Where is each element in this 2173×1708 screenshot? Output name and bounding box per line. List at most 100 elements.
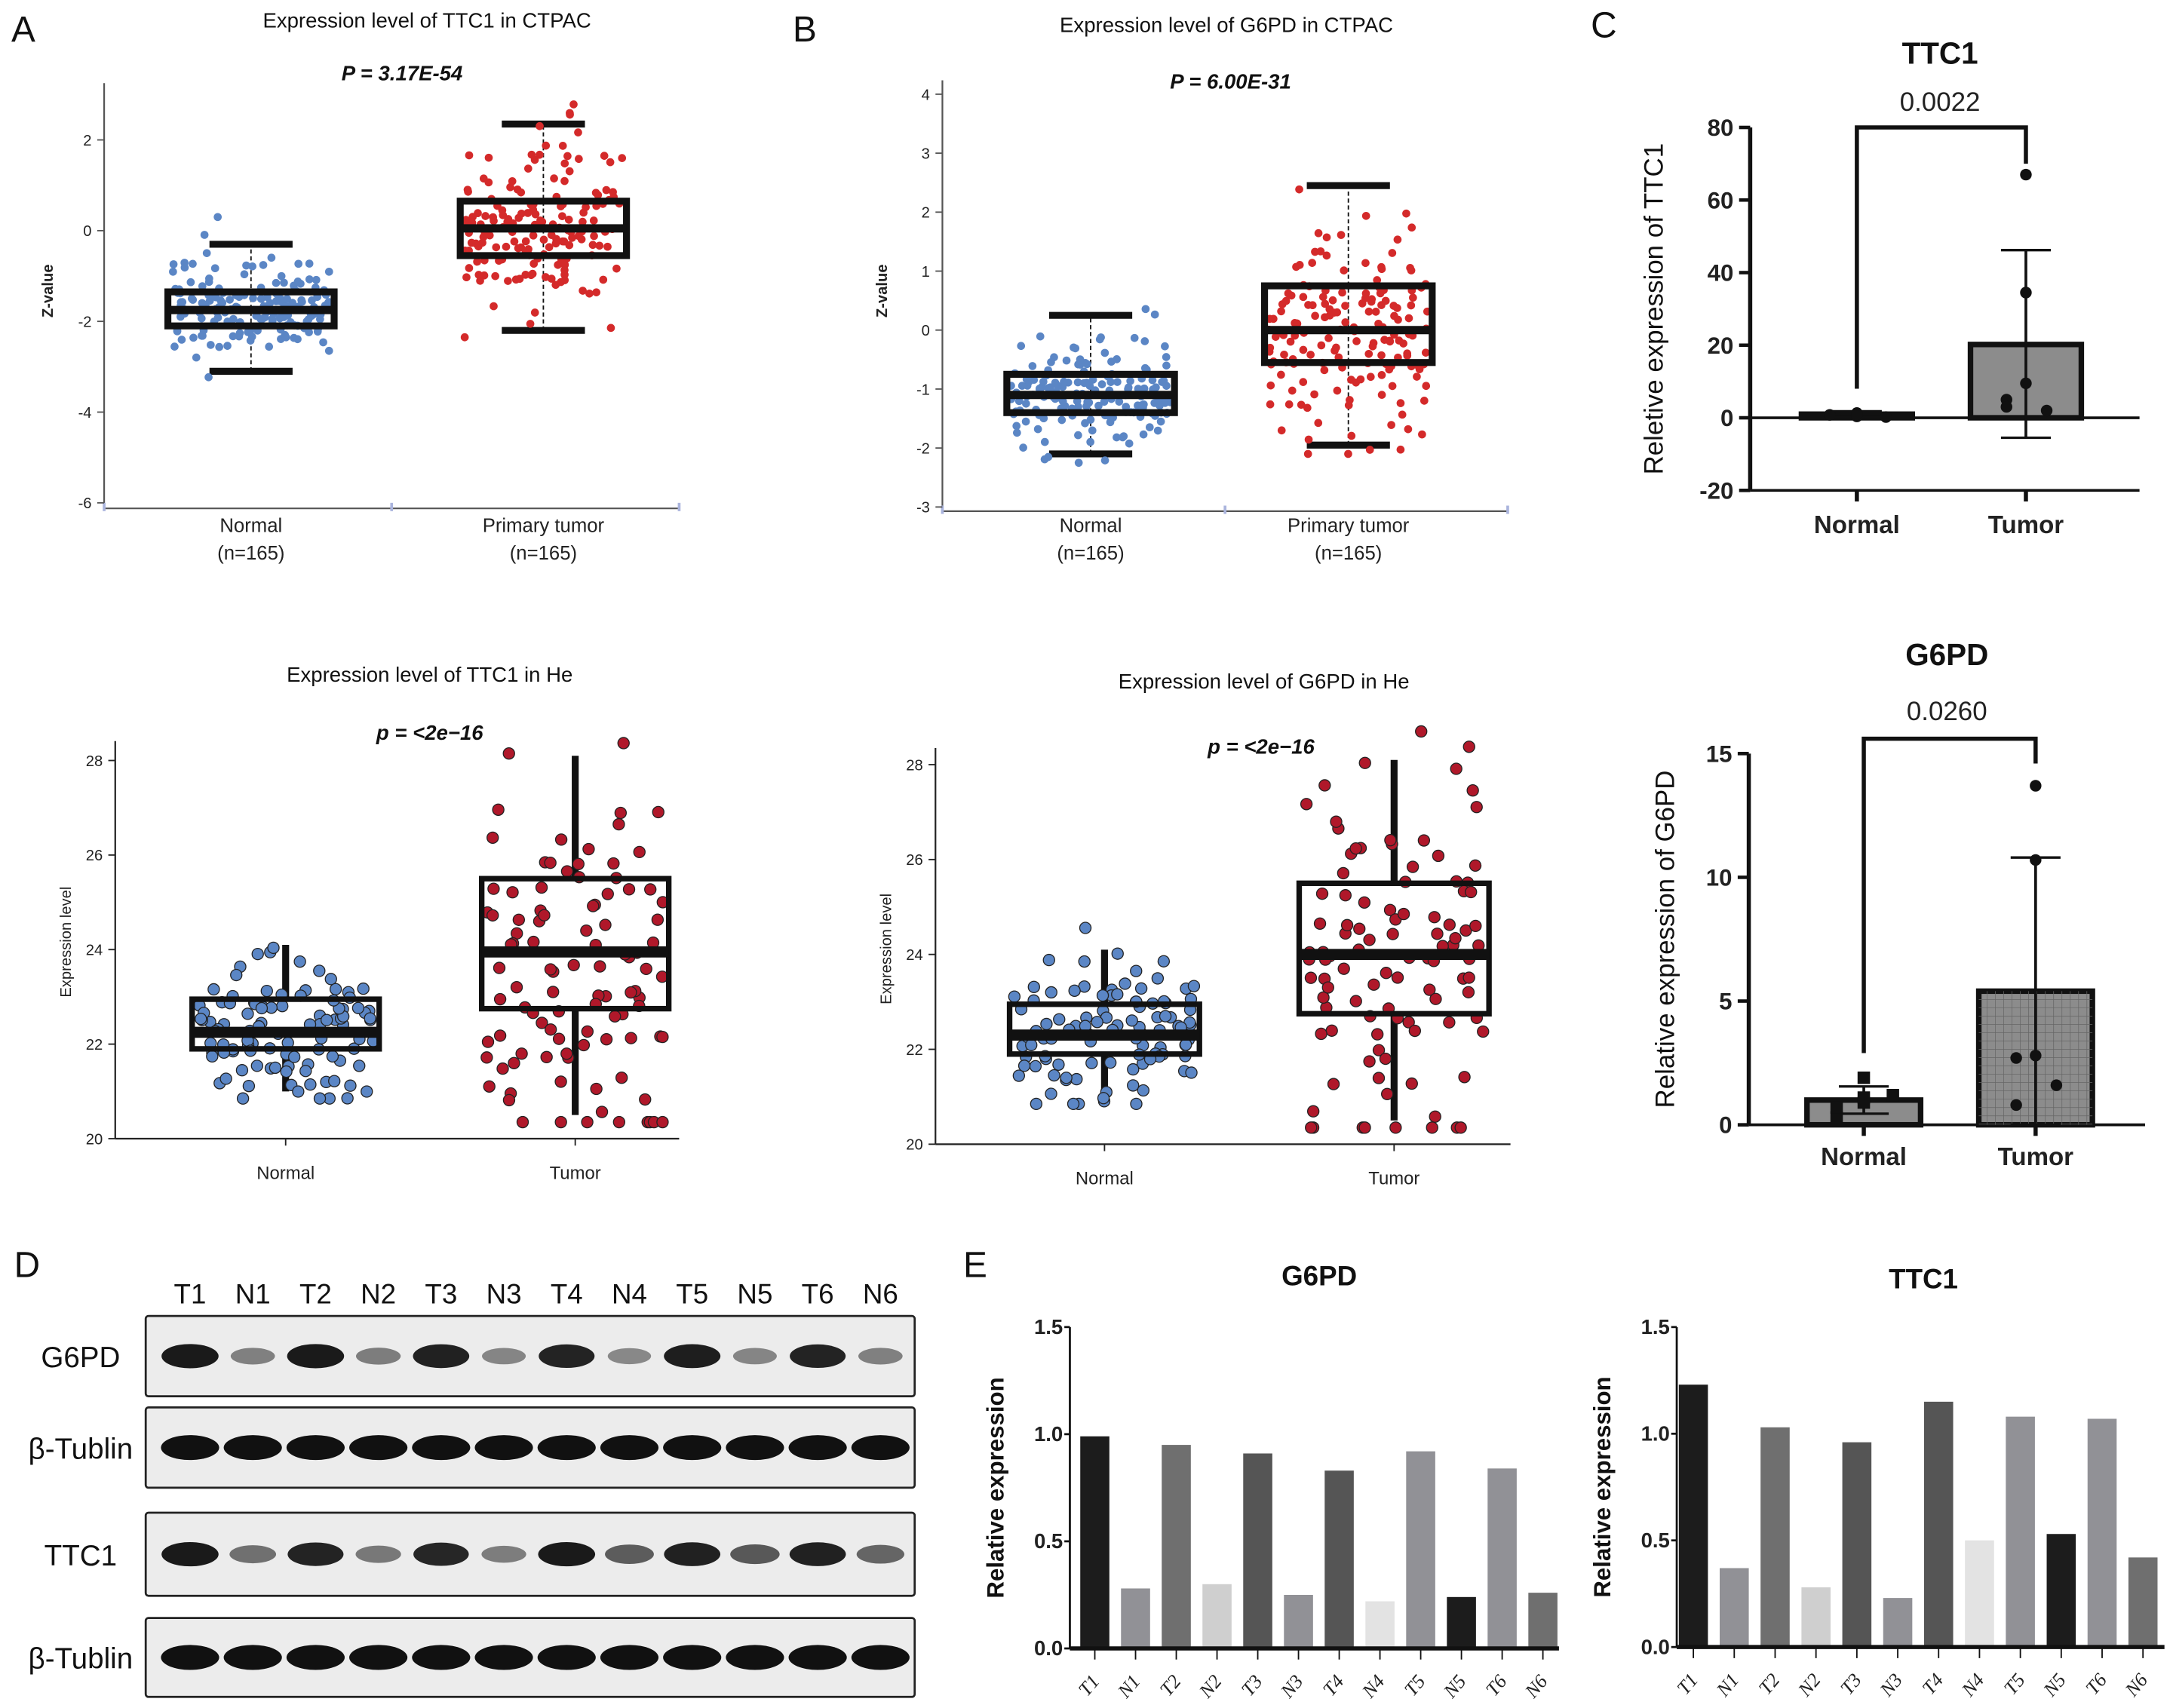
data-point <box>1027 980 1040 993</box>
data-point <box>1161 342 1169 351</box>
data-point <box>353 1059 366 1072</box>
data-point <box>487 882 500 895</box>
data-point <box>1337 866 1350 880</box>
data-point <box>550 174 558 182</box>
boxplot-chart: Expression level of TTC1 in CTPAC P = 3.1… <box>40 9 681 564</box>
y-tick-label: 60 <box>1708 187 1734 213</box>
data-point <box>510 237 519 246</box>
data-point <box>1106 378 1116 386</box>
data-point <box>1180 1038 1192 1051</box>
data-point <box>1085 1056 1098 1069</box>
y-tick-label: 40 <box>1708 260 1734 287</box>
data-point <box>625 986 637 999</box>
data-point <box>1017 382 1027 390</box>
blot-band <box>788 1645 847 1670</box>
data-point <box>1413 373 1421 381</box>
data-point <box>1340 266 1349 274</box>
data-point <box>1443 918 1456 931</box>
blot-band <box>355 1545 401 1563</box>
bar <box>1923 1401 1954 1648</box>
data-point <box>229 332 238 341</box>
blot-band <box>286 1435 345 1461</box>
blot-band <box>286 1645 345 1670</box>
boxplot-chart: Expression level of G6PD in He p = <2e−16… <box>878 670 1511 1189</box>
data-point <box>577 235 586 244</box>
data-point <box>207 983 220 996</box>
iqr-box <box>478 875 672 1012</box>
data-point <box>1046 383 1054 391</box>
data-point <box>517 188 526 197</box>
data-point <box>462 216 471 224</box>
data-point <box>560 270 569 279</box>
data-point <box>560 159 569 168</box>
data-point <box>1358 896 1371 909</box>
data-point <box>226 296 234 304</box>
blot-band <box>223 1435 282 1461</box>
bar-chart: TTC1 0.0022 Reletive expression of TTC1 -20… <box>1640 36 2140 539</box>
data-point <box>489 213 497 222</box>
data-point <box>1470 801 1483 814</box>
data-point <box>223 342 232 350</box>
blot-band <box>349 1645 408 1670</box>
chart-title: Expression level of G6PD in He <box>1119 670 1410 693</box>
x-category-label: N3 <box>1875 1669 1907 1700</box>
data-point <box>612 1115 626 1129</box>
data-point <box>1284 400 1294 409</box>
blot-band <box>664 1542 721 1566</box>
data-point <box>1325 305 1334 314</box>
y-axis-label: Expression level <box>58 887 75 998</box>
data-point <box>1030 1097 1043 1111</box>
x-category-label: N4 <box>1357 1670 1389 1702</box>
data-point <box>1315 1027 1327 1041</box>
data-point <box>484 178 493 187</box>
data-point <box>357 982 370 995</box>
x-category-label: N5 <box>2039 1669 2070 1700</box>
chart-title: TTC1 <box>1902 36 1978 71</box>
data-point <box>1322 251 1331 260</box>
data-point <box>1380 967 1392 980</box>
data-point <box>1322 233 1331 242</box>
data-point <box>1340 918 1354 932</box>
data-point <box>554 1115 567 1129</box>
data-point <box>1344 449 1352 458</box>
iqr-box <box>1296 880 1492 1017</box>
data-point <box>1371 1028 1384 1041</box>
blot-row-label: G6PD <box>41 1342 120 1374</box>
data-point <box>1337 962 1350 975</box>
data-point <box>579 217 587 226</box>
data-point <box>177 336 186 344</box>
y-tick-label: 1.5 <box>1034 1315 1063 1338</box>
y-axis-label: Relative expression <box>1589 1376 1616 1597</box>
data-point <box>1284 289 1293 298</box>
data-point <box>1450 762 1462 775</box>
data-point <box>1407 266 1416 274</box>
data-point <box>1044 452 1053 461</box>
data-point <box>1386 337 1395 346</box>
data-point <box>565 167 574 176</box>
y-tick-label: 22 <box>906 1042 922 1059</box>
y-tick-label: 0 <box>1720 405 1733 431</box>
y-tick-label: 26 <box>86 848 103 864</box>
data-point <box>639 1093 652 1106</box>
data-point <box>324 267 333 276</box>
data-point <box>1458 1071 1471 1084</box>
data-point <box>558 212 566 220</box>
data-point <box>544 856 557 869</box>
data-point <box>169 260 178 268</box>
data-point <box>242 1079 256 1093</box>
data-point <box>1024 378 1033 386</box>
data-point <box>1306 351 1315 359</box>
data-point <box>563 152 572 161</box>
data-point <box>281 330 290 339</box>
data-point <box>204 278 213 287</box>
data-point <box>1321 299 1330 308</box>
data-point <box>486 831 499 845</box>
data-point <box>502 1093 516 1107</box>
data-point <box>1134 982 1148 995</box>
data-point <box>275 314 284 323</box>
data-point <box>1126 376 1134 385</box>
data-point <box>169 267 177 276</box>
data-point <box>601 888 614 900</box>
data-point <box>1008 990 1021 1003</box>
blot-band <box>537 1435 596 1461</box>
